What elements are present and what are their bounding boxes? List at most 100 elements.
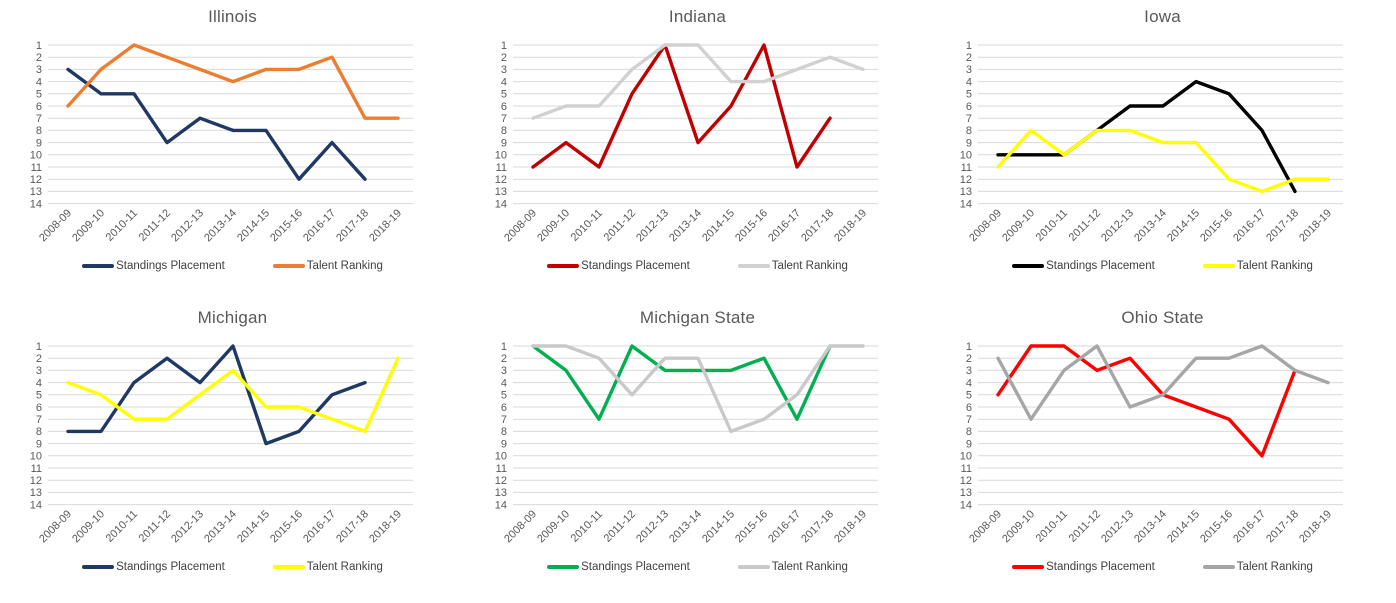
legend-label-standings: Standings Placement xyxy=(581,260,690,272)
y-axis-tick-label: 2 xyxy=(966,353,972,365)
plot-area-indiana: 12345678910111213142008-092009-102010-11… xyxy=(495,40,878,244)
x-axis-tick-label: 2012-13 xyxy=(634,207,671,244)
x-axis-tick-label: 2009-10 xyxy=(1000,508,1037,545)
y-axis-tick-label: 9 xyxy=(501,438,507,450)
y-axis-tick-label: 8 xyxy=(501,426,507,438)
x-axis-tick-label: 2017-18 xyxy=(334,207,371,244)
legend-entry-talent: Talent Ranking xyxy=(737,561,848,573)
y-axis-tick-label: 12 xyxy=(960,475,972,487)
x-axis-tick-label: 2014-15 xyxy=(1165,508,1202,545)
y-axis-tick-label: 8 xyxy=(966,125,972,137)
y-axis-tick-label: 11 xyxy=(31,162,42,174)
y-axis-tick-label: 3 xyxy=(966,64,972,76)
y-axis-tick-label: 10 xyxy=(30,451,42,463)
x-axis-tick-label: 2010-11 xyxy=(569,207,605,243)
chart-michigan: 1 2 3 4 5 6 7 8 9 10 11 12 13 14 2008-09 2009-10 2010-11… xyxy=(0,301,465,602)
x-axis-tick-label: 2014-15 xyxy=(700,508,737,545)
y-axis-tick-label: 8 xyxy=(966,426,972,438)
legend-swatch-standings xyxy=(547,264,580,268)
y-axis-tick-label: 4 xyxy=(501,76,507,88)
legend-swatch-talent xyxy=(272,565,305,569)
y-axis-tick-label: 3 xyxy=(501,64,507,76)
legend-label-standings: Standings Placement xyxy=(1046,260,1155,272)
x-axis-tick-label: 2017-18 xyxy=(1264,207,1301,244)
x-axis-tick-label: 2011-12 xyxy=(602,207,638,243)
legend-swatch-talent xyxy=(737,565,770,569)
x-axis-tick-label: 2008-09 xyxy=(502,207,539,244)
chart-title-illinois: Illinois xyxy=(208,7,257,26)
y-axis-tick-label: 6 xyxy=(966,402,972,414)
series-line-standings-placement xyxy=(996,79,1297,194)
chart-title-ohio-state: Ohio State xyxy=(1121,308,1204,327)
y-axis-tick-label: 3 xyxy=(501,365,507,377)
y-axis-tick-label: 12 xyxy=(495,174,507,186)
y-axis-tick-label: 1 xyxy=(36,341,42,353)
y-axis-tick-label: 8 xyxy=(36,125,42,137)
y-axis-tick-label: 14 xyxy=(960,198,972,210)
y-axis-tick-label: 1 xyxy=(966,341,972,353)
y-axis-tick-label: 11 xyxy=(496,463,507,475)
y-axis-tick-label: 9 xyxy=(36,438,42,450)
x-axis-tick-label: 2009-10 xyxy=(1000,207,1037,244)
y-axis-tick-label: 10 xyxy=(30,150,42,162)
y-axis-tick-label: 13 xyxy=(960,487,972,499)
x-axis-tick-label: 2010-11 xyxy=(104,508,140,544)
x-axis-tick-label: 2010-11 xyxy=(569,508,605,544)
chart-indiana: 1 2 3 4 5 6 7 8 9 10 11 12 13 14 2008-09 2009-10 2010-11… xyxy=(465,0,930,301)
x-axis-tick-label: 2011-12 xyxy=(1067,207,1103,243)
x-axis-tick-label: 2013-14 xyxy=(1132,508,1169,545)
legend-swatch-standings xyxy=(82,565,115,569)
y-axis-tick-label: 2 xyxy=(501,353,507,365)
y-axis-tick-label: 6 xyxy=(501,402,507,414)
x-axis-tick-label: 2008-09 xyxy=(37,207,74,244)
x-axis-tick-label: 2008-09 xyxy=(967,207,1004,244)
legend-entry-talent: Talent Ranking xyxy=(1202,561,1313,573)
y-axis-tick-label: 3 xyxy=(966,365,972,377)
x-axis-tick-label: 2013-14 xyxy=(667,508,704,545)
y-axis-tick-label: 2 xyxy=(36,52,42,64)
x-axis-tick-label: 2011-12 xyxy=(1067,508,1103,544)
y-axis-tick-label: 2 xyxy=(36,353,42,365)
x-axis-tick-label: 2016-17 xyxy=(1231,207,1268,244)
legend-entry-standings: Standings Placement xyxy=(82,561,225,573)
y-axis-tick-label: 5 xyxy=(501,89,507,101)
y-axis-tick-label: 12 xyxy=(495,475,507,487)
y-axis-tick-label: 9 xyxy=(501,137,507,149)
y-axis-tick-label: 6 xyxy=(966,101,972,113)
y-axis-tick-label: 14 xyxy=(960,499,972,511)
x-axis-tick-label: 2012-13 xyxy=(1099,207,1136,244)
series-line-standings-placement xyxy=(531,344,832,421)
y-axis-tick-label: 2 xyxy=(501,52,507,64)
x-axis-tick-label: 2011-12 xyxy=(137,508,173,544)
series-line-talent-ranking xyxy=(996,344,1330,421)
x-axis-tick-label: 2017-18 xyxy=(1264,508,1301,545)
y-axis-tick-label: 5 xyxy=(966,390,972,402)
x-axis-tick-label: 2010-11 xyxy=(104,207,140,243)
legend-entry-talent: Talent Ranking xyxy=(272,260,383,272)
y-axis-tick-label: 1 xyxy=(501,40,507,52)
legend-label-standings: Standings Placement xyxy=(116,561,225,573)
legend-entry-standings: Standings Placement xyxy=(82,260,225,272)
y-axis-tick-label: 5 xyxy=(966,89,972,101)
x-axis-tick-label: 2014-15 xyxy=(700,207,737,244)
y-axis-tick-label: 5 xyxy=(501,390,507,402)
x-axis-tick-label: 2009-10 xyxy=(535,508,572,545)
chart-title-michigan: Michigan xyxy=(197,308,268,327)
x-axis-tick-label: 2012-13 xyxy=(1099,508,1136,545)
series-line-talent-ranking xyxy=(996,128,1330,194)
y-axis-tick-label: 3 xyxy=(36,365,42,377)
legend-label-standings: Standings Placement xyxy=(116,260,225,272)
y-axis-tick-label: 4 xyxy=(36,76,42,88)
y-axis-tick-label: 7 xyxy=(501,113,507,125)
legend-swatch-standings xyxy=(1012,264,1045,268)
chart-title-michigan-state: Michigan State xyxy=(639,308,756,327)
series-line-standings-placement xyxy=(996,344,1297,458)
legend-entry-standings: Standings Placement xyxy=(1012,561,1155,573)
x-axis-tick-label: 2014-15 xyxy=(1165,207,1202,244)
legend-swatch-standings xyxy=(1012,565,1045,569)
series-line-talent-ranking xyxy=(66,43,400,120)
chart-ohio-state: 1 2 3 4 5 6 7 8 9 10 11 12 13 14 2008-09 2009-10 2010-11… xyxy=(930,301,1395,602)
x-axis-tick-label: 2013-14 xyxy=(202,207,239,244)
legend-label-talent: Talent Ranking xyxy=(306,260,383,272)
plot-area-illinois: 12345678910111213142008-092009-102010-11… xyxy=(30,40,413,244)
